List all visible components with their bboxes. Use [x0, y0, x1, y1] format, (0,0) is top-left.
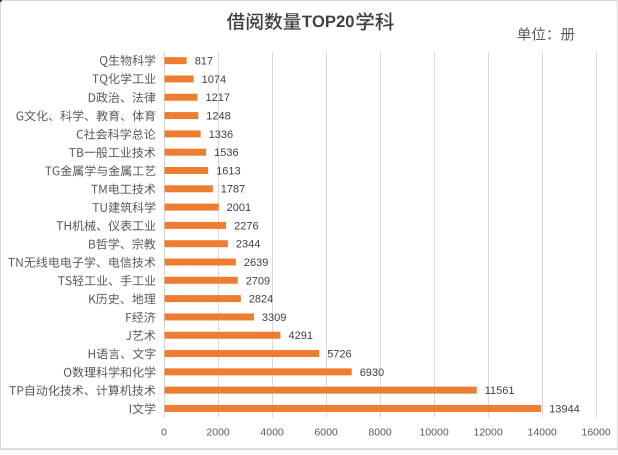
svg-text:2824: 2824	[249, 294, 273, 306]
svg-text:2639: 2639	[244, 257, 268, 269]
svg-text:16000: 16000	[581, 426, 610, 438]
svg-text:5726: 5726	[327, 348, 351, 360]
svg-text:1787: 1787	[221, 184, 245, 196]
svg-text:6930: 6930	[360, 367, 384, 379]
svg-text:1613: 1613	[216, 165, 240, 177]
svg-text:2709: 2709	[246, 275, 270, 287]
svg-text:2344: 2344	[236, 239, 260, 251]
svg-text:14000: 14000	[527, 426, 556, 438]
svg-text:1248: 1248	[206, 111, 230, 123]
svg-text:1336: 1336	[209, 129, 233, 141]
svg-text:11561: 11561	[485, 385, 515, 397]
svg-text:6000: 6000	[314, 426, 338, 438]
svg-text:1074: 1074	[202, 74, 226, 86]
svg-text:1217: 1217	[206, 92, 230, 104]
svg-text:1536: 1536	[214, 147, 238, 159]
svg-text:2000: 2000	[206, 426, 230, 438]
svg-text:0: 0	[161, 426, 167, 438]
svg-text:817: 817	[195, 56, 213, 68]
svg-text:12000: 12000	[473, 426, 502, 438]
svg-text:2001: 2001	[227, 202, 251, 214]
svg-text:4000: 4000	[260, 426, 284, 438]
svg-text:3309: 3309	[262, 312, 286, 324]
svg-text:10000: 10000	[419, 426, 448, 438]
svg-text:2276: 2276	[234, 220, 258, 232]
svg-text:13944: 13944	[549, 403, 580, 415]
svg-text:8000: 8000	[368, 426, 392, 438]
svg-text:4291: 4291	[289, 330, 313, 342]
